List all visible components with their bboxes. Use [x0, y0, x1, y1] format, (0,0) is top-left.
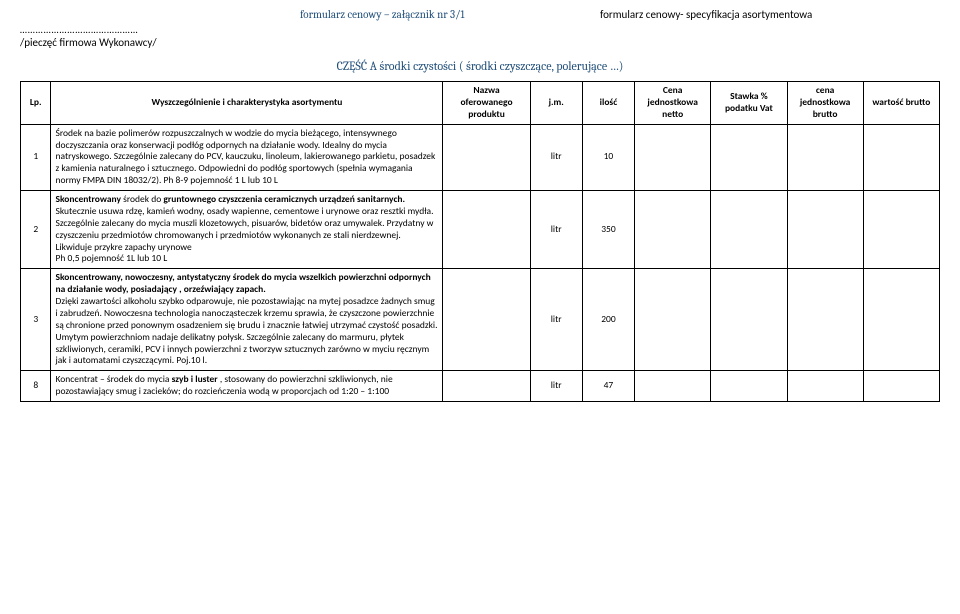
cell-vat	[711, 371, 787, 402]
cell-desc: Skoncentrowany, nowoczesny, antystatyczn…	[51, 269, 443, 371]
table-row: 3Skoncentrowany, nowoczesny, antystatycz…	[21, 269, 940, 371]
price-table: Lp. Wyszczególnienie i charakterystyka a…	[20, 81, 940, 402]
col-unit: j.m.	[530, 82, 582, 125]
cell-vat	[711, 124, 787, 190]
cell-desc: Środek na bazie polimerów rozpuszczalnyc…	[51, 124, 443, 190]
cell-gross	[863, 191, 939, 269]
cell-lp: 2	[21, 191, 51, 269]
cell-qty: 10	[582, 124, 634, 190]
col-qty: ilość	[582, 82, 634, 125]
cell-vat	[711, 191, 787, 269]
col-desc: Wyszczególnienie i charakterystyka asort…	[51, 82, 443, 125]
cell-net	[635, 371, 711, 402]
header-left	[20, 8, 300, 21]
cell-qty: 47	[582, 371, 634, 402]
cell-lp: 8	[21, 371, 51, 402]
cell-unitgross	[787, 191, 863, 269]
cell-qty: 350	[582, 191, 634, 269]
cell-unitgross	[787, 269, 863, 371]
cell-vat	[711, 269, 787, 371]
stamp-label: /pieczęć firmowa Wykonawcy/	[20, 36, 940, 49]
cell-lp: 1	[21, 124, 51, 190]
table-row: 1Środek na bazie polimerów rozpuszczalny…	[21, 124, 940, 190]
cell-qty: 200	[582, 269, 634, 371]
col-lp: Lp.	[21, 82, 51, 125]
table-row: 8Koncentrat – środek do mycia szyb i lus…	[21, 371, 940, 402]
dotted-line: ………………………………………	[20, 23, 940, 36]
table-header-row: Lp. Wyszczególnienie i charakterystyka a…	[21, 82, 940, 125]
cell-unit: litr	[530, 124, 582, 190]
cell-name	[443, 124, 530, 190]
cell-gross	[863, 269, 939, 371]
col-vat: Stawka % podatku Vat	[711, 82, 787, 125]
cell-name	[443, 371, 530, 402]
cell-unitgross	[787, 124, 863, 190]
table-body: 1Środek na bazie polimerów rozpuszczalny…	[21, 124, 940, 401]
cell-net	[635, 269, 711, 371]
cell-unit: litr	[530, 269, 582, 371]
cell-lp: 3	[21, 269, 51, 371]
cell-unit: litr	[530, 371, 582, 402]
cell-unitgross	[787, 371, 863, 402]
part-a-title: CZĘŚĆ A środki czystości ( środki czyszc…	[20, 59, 940, 73]
cell-gross	[863, 371, 939, 402]
cell-unit: litr	[530, 191, 582, 269]
doc-title-right: formularz cenowy- specyfikacja asortymen…	[600, 8, 940, 21]
col-unitgross: cena jednostkowa brutto	[787, 82, 863, 125]
doc-title-center: formularz cenowy – załącznik nr 3/1	[300, 8, 600, 21]
cell-name	[443, 191, 530, 269]
cell-net	[635, 124, 711, 190]
header-row: formularz cenowy – załącznik nr 3/1 form…	[20, 8, 940, 21]
cell-name	[443, 269, 530, 371]
table-row: 2Skoncentrowany środek do gruntownego cz…	[21, 191, 940, 269]
col-net: Cena jednostkowa netto	[635, 82, 711, 125]
cell-gross	[863, 124, 939, 190]
cell-desc: Koncentrat – środek do mycia szyb i lust…	[51, 371, 443, 402]
cell-net	[635, 191, 711, 269]
col-gross: wartość brutto	[863, 82, 939, 125]
cell-desc: Skoncentrowany środek do gruntownego czy…	[51, 191, 443, 269]
col-name: Nazwa oferowanego produktu	[443, 82, 530, 125]
